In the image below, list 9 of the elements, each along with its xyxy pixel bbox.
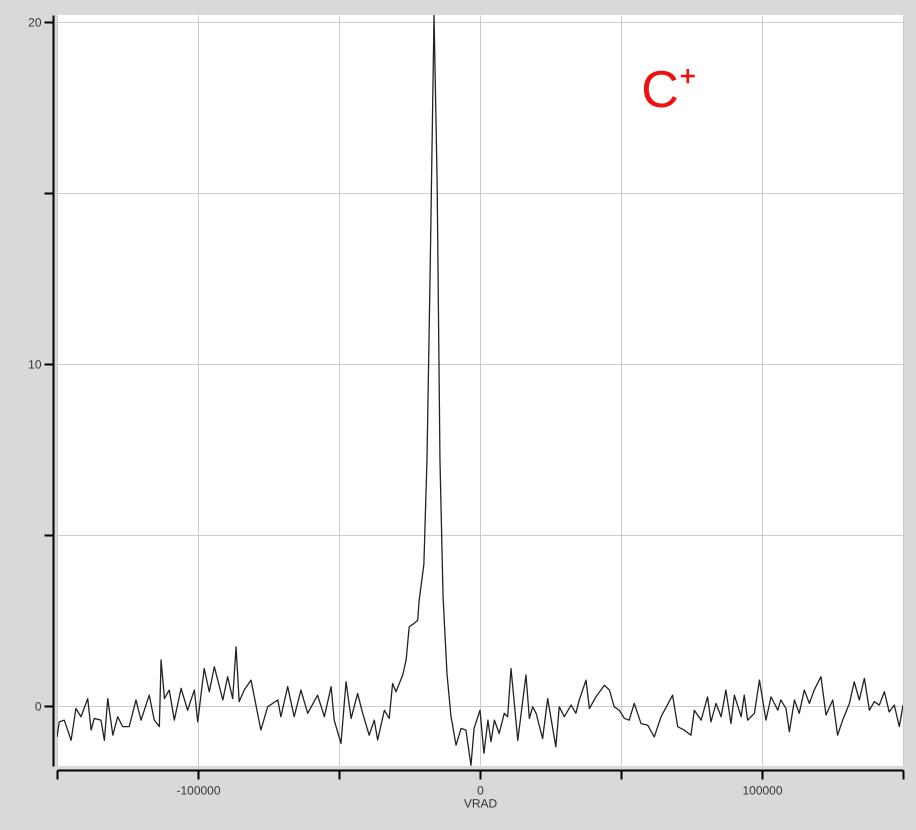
- y-tick-label: 20: [28, 15, 42, 30]
- x-tick-label: 0: [477, 784, 484, 798]
- x-axis-title: VRAD: [464, 796, 498, 810]
- x-tick-label: -100000: [176, 784, 221, 798]
- line-series: [57, 15, 903, 766]
- y-tick-label: 10: [28, 357, 42, 372]
- y-tick-label: 0: [34, 700, 42, 714]
- x-tick-label: 100000: [742, 784, 783, 798]
- annotation: C⁺: [641, 61, 697, 119]
